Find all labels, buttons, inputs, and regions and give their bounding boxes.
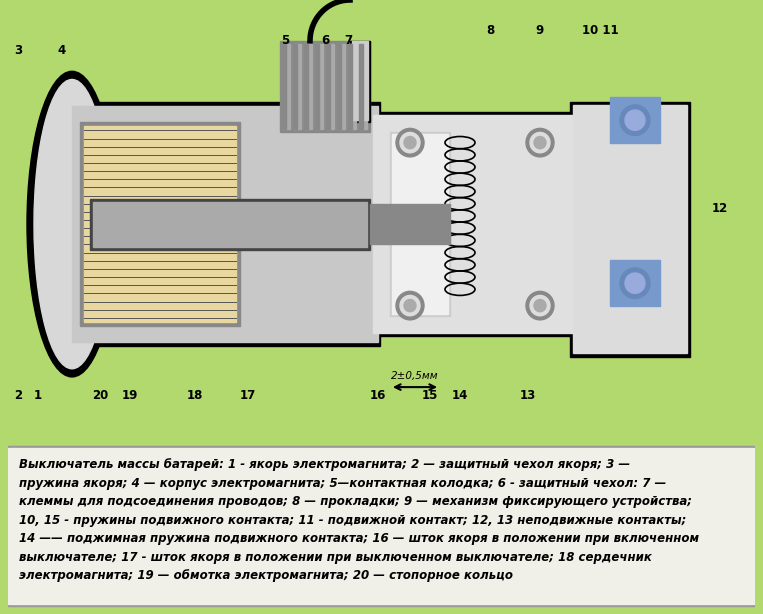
Bar xyxy=(570,102,690,357)
Bar xyxy=(280,41,370,133)
Circle shape xyxy=(400,133,420,153)
Text: 1: 1 xyxy=(34,389,42,402)
Bar xyxy=(370,112,590,336)
Circle shape xyxy=(396,292,424,320)
Text: 20: 20 xyxy=(92,389,108,402)
Bar xyxy=(93,201,367,246)
FancyBboxPatch shape xyxy=(4,447,759,606)
Bar xyxy=(610,260,660,306)
Circle shape xyxy=(400,295,420,316)
Bar xyxy=(282,44,286,130)
Ellipse shape xyxy=(27,71,117,377)
Bar xyxy=(293,44,301,130)
Bar xyxy=(326,44,330,130)
Text: 15: 15 xyxy=(422,389,438,402)
Ellipse shape xyxy=(34,79,110,369)
Bar xyxy=(610,97,660,142)
Text: Выключатель массы батарей: 1 - якорь электромагнита; 2 — защитный чехол якоря; 3: Выключатель массы батарей: 1 - якорь эле… xyxy=(19,458,699,582)
Bar xyxy=(84,126,236,322)
Bar xyxy=(282,44,290,130)
Ellipse shape xyxy=(625,110,645,130)
Text: 12: 12 xyxy=(712,203,728,216)
Text: 10 11: 10 11 xyxy=(581,24,618,37)
Circle shape xyxy=(534,136,546,149)
Bar xyxy=(72,106,378,342)
Bar xyxy=(573,105,687,354)
Bar xyxy=(315,44,323,130)
Bar xyxy=(390,133,450,316)
Text: 6: 6 xyxy=(321,34,329,47)
Bar xyxy=(352,41,368,120)
Text: 13: 13 xyxy=(520,389,536,402)
Circle shape xyxy=(530,133,550,153)
Bar xyxy=(304,44,312,130)
Text: 4: 4 xyxy=(58,44,66,58)
Ellipse shape xyxy=(620,268,650,298)
Bar xyxy=(80,122,240,326)
Text: 16: 16 xyxy=(370,389,386,402)
Circle shape xyxy=(530,295,550,316)
Bar xyxy=(348,44,352,130)
Circle shape xyxy=(534,300,546,312)
Circle shape xyxy=(396,128,424,157)
Text: 2±0,5мм: 2±0,5мм xyxy=(391,371,439,381)
Circle shape xyxy=(404,136,416,149)
Text: 9: 9 xyxy=(536,24,544,37)
Bar xyxy=(304,44,308,130)
Bar xyxy=(315,44,319,130)
Text: 17: 17 xyxy=(240,389,256,402)
Bar xyxy=(359,44,363,130)
Circle shape xyxy=(526,128,554,157)
Ellipse shape xyxy=(620,105,650,136)
Text: 5: 5 xyxy=(281,34,289,47)
Text: 7: 7 xyxy=(344,34,352,47)
Text: 14: 14 xyxy=(452,389,468,402)
Bar xyxy=(392,134,448,314)
Bar xyxy=(326,44,334,130)
Text: 19: 19 xyxy=(122,389,138,402)
Bar xyxy=(359,44,367,130)
Bar xyxy=(337,44,341,130)
Bar xyxy=(370,204,450,244)
Ellipse shape xyxy=(625,273,645,293)
Bar xyxy=(337,44,345,130)
Text: 2: 2 xyxy=(14,389,22,402)
Bar xyxy=(348,44,356,130)
Bar xyxy=(90,199,370,249)
Bar xyxy=(373,115,587,333)
Circle shape xyxy=(526,292,554,320)
Bar xyxy=(293,44,297,130)
Bar xyxy=(70,102,380,346)
Bar xyxy=(350,41,370,122)
Text: 18: 18 xyxy=(187,389,203,402)
Circle shape xyxy=(404,300,416,312)
Text: 3: 3 xyxy=(14,44,22,58)
Text: 8: 8 xyxy=(486,24,494,37)
